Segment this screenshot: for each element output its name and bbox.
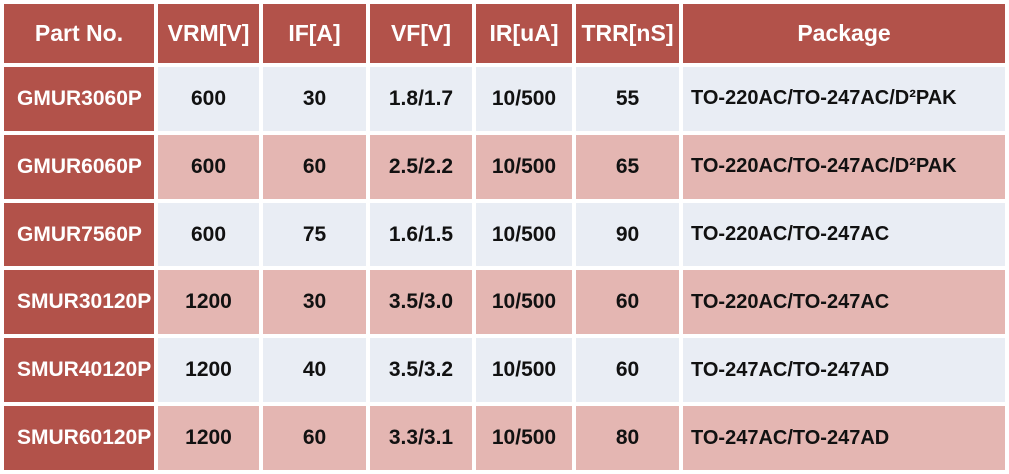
vf-cell: 1.8/1.7 — [370, 67, 472, 131]
part-no-cell: GMUR6060P — [4, 134, 154, 199]
col-header-vf: VF[V] — [370, 4, 472, 63]
table-body: GMUR3060P 600 30 1.8/1.7 10/500 55 TO-22… — [4, 67, 1005, 470]
table-row: SMUR30120P 1200 30 3.5/3.0 10/500 60 TO-… — [4, 270, 1005, 335]
vf-cell: 2.5/2.2 — [370, 134, 472, 199]
vrm-cell: 1200 — [158, 406, 259, 470]
vrm-cell: 600 — [158, 67, 259, 131]
if-cell: 60 — [263, 134, 366, 199]
trr-cell: 80 — [576, 406, 679, 470]
if-cell: 40 — [263, 338, 366, 403]
col-header-trr: TRR[nS] — [576, 4, 679, 63]
trr-cell: 55 — [576, 67, 679, 131]
ir-cell: 10/500 — [476, 134, 572, 199]
package-cell: TO-220AC/TO-247AC/D²PAK — [683, 67, 1005, 131]
table-row: GMUR6060P 600 60 2.5/2.2 10/500 65 TO-22… — [4, 134, 1005, 199]
col-header-part-no: Part No. — [4, 4, 154, 63]
vf-cell: 3.3/3.1 — [370, 406, 472, 470]
vf-cell: 3.5/3.2 — [370, 338, 472, 403]
col-header-if: IF[A] — [263, 4, 366, 63]
table-row: GMUR7560P 600 75 1.6/1.5 10/500 90 TO-22… — [4, 202, 1005, 267]
table-row: SMUR60120P 1200 60 3.3/3.1 10/500 80 TO-… — [4, 406, 1005, 470]
if-cell: 60 — [263, 406, 366, 470]
vrm-cell: 600 — [158, 202, 259, 267]
if-cell: 30 — [263, 67, 366, 131]
vrm-cell: 600 — [158, 134, 259, 199]
table-header: Part No. VRM[V] IF[A] VF[V] IR[uA] TRR[n… — [4, 4, 1005, 63]
ir-cell: 10/500 — [476, 406, 572, 470]
package-cell: TO-220AC/TO-247AC — [683, 202, 1005, 267]
header-row: Part No. VRM[V] IF[A] VF[V] IR[uA] TRR[n… — [4, 4, 1005, 63]
if-cell: 30 — [263, 270, 366, 335]
ir-cell: 10/500 — [476, 67, 572, 131]
package-cell: TO-220AC/TO-247AC/D²PAK — [683, 134, 1005, 199]
part-no-cell: GMUR7560P — [4, 202, 154, 267]
trr-cell: 65 — [576, 134, 679, 199]
package-cell: TO-247AC/TO-247AD — [683, 406, 1005, 470]
table-row: SMUR40120P 1200 40 3.5/3.2 10/500 60 TO-… — [4, 338, 1005, 403]
package-cell: TO-220AC/TO-247AC — [683, 270, 1005, 335]
package-cell: TO-247AC/TO-247AD — [683, 338, 1005, 403]
trr-cell: 90 — [576, 202, 679, 267]
part-no-cell: SMUR60120P — [4, 406, 154, 470]
part-no-cell: GMUR3060P — [4, 67, 154, 131]
ir-cell: 10/500 — [476, 338, 572, 403]
trr-cell: 60 — [576, 338, 679, 403]
if-cell: 75 — [263, 202, 366, 267]
part-no-cell: SMUR30120P — [4, 270, 154, 335]
part-no-cell: SMUR40120P — [4, 338, 154, 403]
ir-cell: 10/500 — [476, 270, 572, 335]
vrm-cell: 1200 — [158, 338, 259, 403]
vf-cell: 1.6/1.5 — [370, 202, 472, 267]
vf-cell: 3.5/3.0 — [370, 270, 472, 335]
trr-cell: 60 — [576, 270, 679, 335]
ir-cell: 10/500 — [476, 202, 572, 267]
col-header-vrm: VRM[V] — [158, 4, 259, 63]
col-header-ir: IR[uA] — [476, 4, 572, 63]
table-row: GMUR3060P 600 30 1.8/1.7 10/500 55 TO-22… — [4, 67, 1005, 131]
col-header-package: Package — [683, 4, 1005, 63]
vrm-cell: 1200 — [158, 270, 259, 335]
